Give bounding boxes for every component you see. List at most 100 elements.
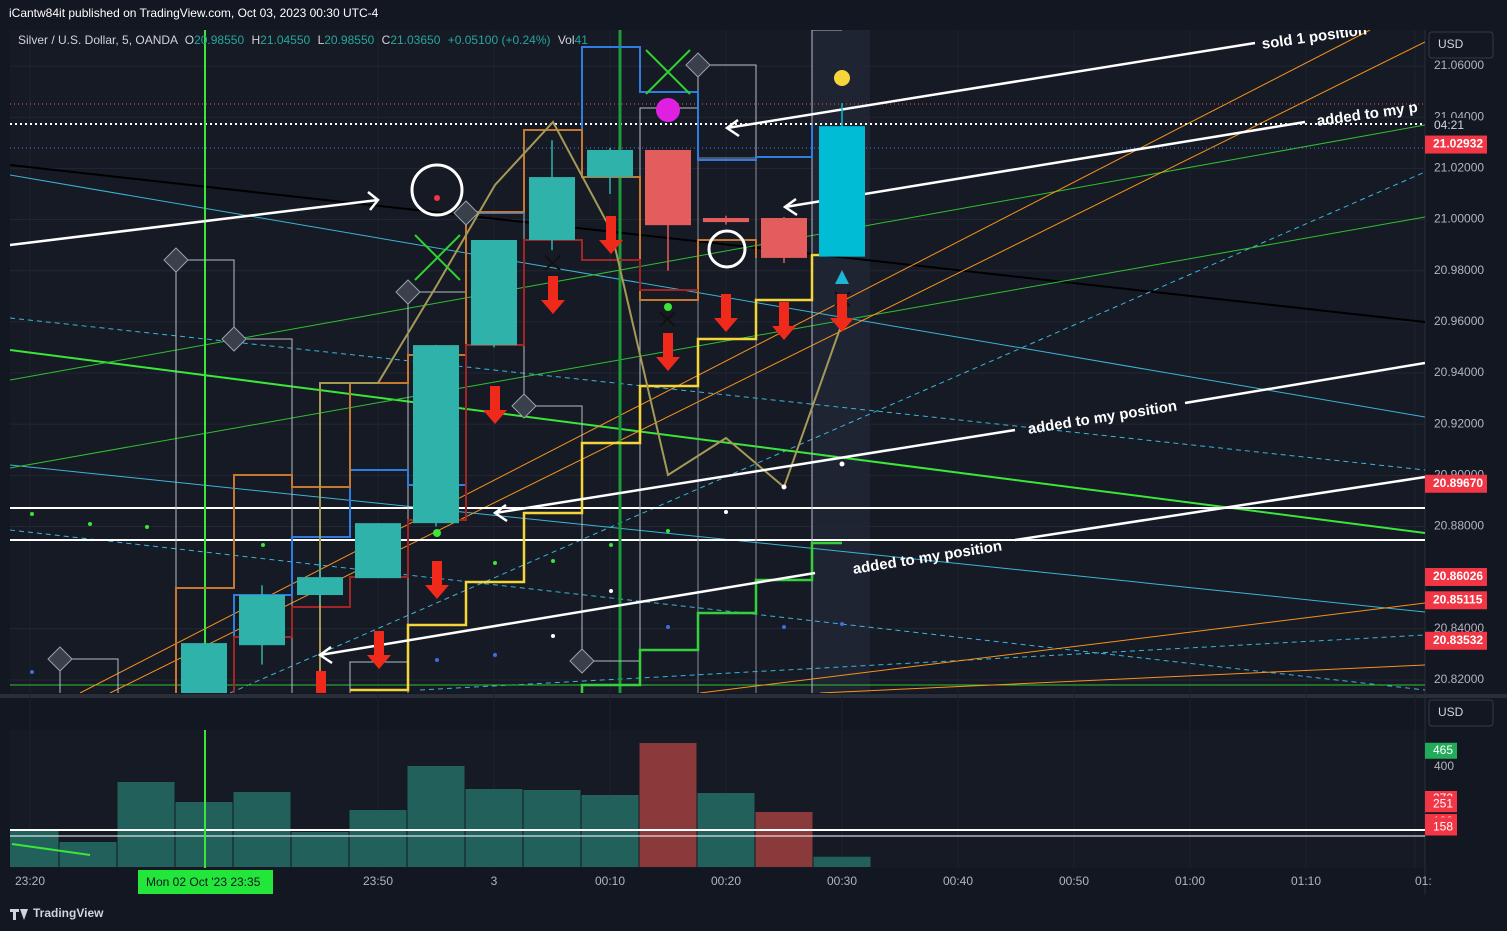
- candle-body: [703, 218, 749, 223]
- price-label-bg: [1425, 474, 1487, 493]
- y-tick-label: 20.82000: [1434, 672, 1484, 686]
- currency[interactable]: USD: [1438, 705, 1464, 719]
- h-label: H: [251, 33, 260, 47]
- x-tick-label: 01:00: [1175, 874, 1205, 888]
- price-label: 20.86026: [1433, 569, 1483, 583]
- countdown-bg: [1429, 118, 1469, 134]
- volume-label: 251: [1433, 796, 1453, 810]
- y-tick-label: 20.96000: [1434, 314, 1484, 328]
- l-value: 20.98550: [324, 33, 374, 47]
- x-tick-label: 23:20: [15, 874, 45, 888]
- currency[interactable]: USD: [1438, 37, 1464, 51]
- volume-axis-labels: 465272251180167158: [1425, 742, 1457, 836]
- y-tick-label: 20.92000: [1434, 416, 1484, 430]
- price-label: 21.02932: [1433, 137, 1483, 151]
- x-tick-label: 01:: [1415, 874, 1432, 888]
- volume-label-bg: [1425, 796, 1457, 813]
- l-label: L: [318, 33, 325, 47]
- y-tick-label: 21.06000: [1434, 58, 1484, 72]
- y-tick-label: 21.00000: [1434, 212, 1484, 226]
- price-label: 20.83532: [1433, 633, 1483, 647]
- x-tick-label: 01:10: [1291, 874, 1321, 888]
- crosshair-label: Mon 02 Oct '23 23:35: [146, 875, 261, 889]
- candle-body: [239, 595, 285, 646]
- volume-bar: [523, 790, 581, 867]
- c-value: 21.03650: [390, 33, 440, 47]
- change: +0.05100 (+0.24%): [448, 33, 551, 47]
- volume-bar: [813, 856, 871, 867]
- vol-label: Vol: [558, 33, 575, 47]
- candle-body: [645, 149, 691, 226]
- volume-bar: [465, 789, 523, 867]
- y-tick-label: 20.88000: [1434, 519, 1484, 533]
- candle-body: [819, 126, 865, 257]
- signal-arrow: [830, 294, 854, 332]
- signal-arrow: [656, 333, 680, 371]
- candle-body: [297, 577, 343, 596]
- indicator-line: [11, 843, 91, 856]
- h-value: 21.04550: [260, 33, 310, 47]
- countdown: 04:21: [1434, 118, 1464, 132]
- price-label-bg: [1425, 135, 1487, 154]
- published: iCantw84it published on TradingView.com,…: [9, 6, 379, 20]
- candle-body: [471, 240, 517, 346]
- x-tick-label: 00:30: [827, 874, 857, 888]
- x-tick-label: 3: [491, 874, 498, 888]
- price-label-bg: [1425, 631, 1487, 650]
- symbol: Silver / U.S. Dollar, 5, OANDA: [18, 33, 178, 47]
- price-pane: [10, 30, 1425, 693]
- y-tick-label: 21.02000: [1434, 161, 1484, 175]
- price-label-bg: [1425, 567, 1487, 586]
- volume-bar: [407, 766, 465, 867]
- candle-body: [413, 345, 459, 524]
- volume-bar: [291, 832, 349, 867]
- o-label: O: [185, 33, 194, 47]
- signal-arrow: [772, 302, 796, 340]
- x-tick-label: 00:10: [595, 874, 625, 888]
- candle-body: [587, 149, 633, 178]
- x-tick-label: 00:50: [1059, 874, 1089, 888]
- c-label: C: [382, 33, 391, 47]
- candle-body: [529, 177, 575, 241]
- o-value: 20.98550: [194, 33, 244, 47]
- signal-arrow: [316, 671, 326, 693]
- symbol-info: Silver / U.S. Dollar, 5, OANDA O20.98550…: [18, 33, 588, 47]
- candle-body: [761, 218, 807, 258]
- drawings: sold 1 position added to my p added to m…: [10, 30, 1425, 693]
- signal-arrow: [599, 216, 623, 254]
- y-tick-label: 20.98000: [1434, 263, 1484, 277]
- price-label: 20.85115: [1433, 592, 1483, 606]
- signal-arrow: [541, 276, 565, 314]
- footer: TradingView: [33, 906, 104, 920]
- y-tick-label: 20.84000: [1434, 621, 1484, 635]
- price-label: 20.89670: [1433, 476, 1483, 490]
- y-tick-label: 20.94000: [1434, 365, 1484, 379]
- signal-arrow: [425, 561, 449, 599]
- signal-arrow: [714, 294, 738, 332]
- price-label-bg: [1425, 591, 1487, 610]
- volume-label: 465: [1433, 743, 1453, 757]
- currency-button[interactable]: [1428, 31, 1494, 59]
- volume-bar: [639, 743, 697, 867]
- candle-body: [355, 523, 401, 579]
- logo: [10, 909, 28, 920]
- currency-button[interactable]: [1428, 699, 1494, 727]
- signal-arrow: [367, 631, 391, 669]
- volume-label: 158: [1433, 820, 1453, 834]
- volume-bar: [117, 782, 175, 867]
- volume-bar: [349, 810, 407, 867]
- x-tick-label: 23:50: [363, 874, 393, 888]
- signal-arrow: [483, 386, 507, 424]
- crosshair-label-bg: [138, 870, 273, 894]
- vol-value: 41: [575, 33, 589, 47]
- volume-tick-label: 400: [1434, 759, 1454, 773]
- candle-body: [181, 643, 227, 693]
- x-tick-label: 00:20: [711, 874, 741, 888]
- volume-label-bg: [1425, 742, 1457, 759]
- signal-arrows: [316, 216, 854, 693]
- volume-label-bg: [1425, 819, 1457, 836]
- x-tick-label: 00:40: [943, 874, 973, 888]
- volume-bar: [755, 812, 813, 867]
